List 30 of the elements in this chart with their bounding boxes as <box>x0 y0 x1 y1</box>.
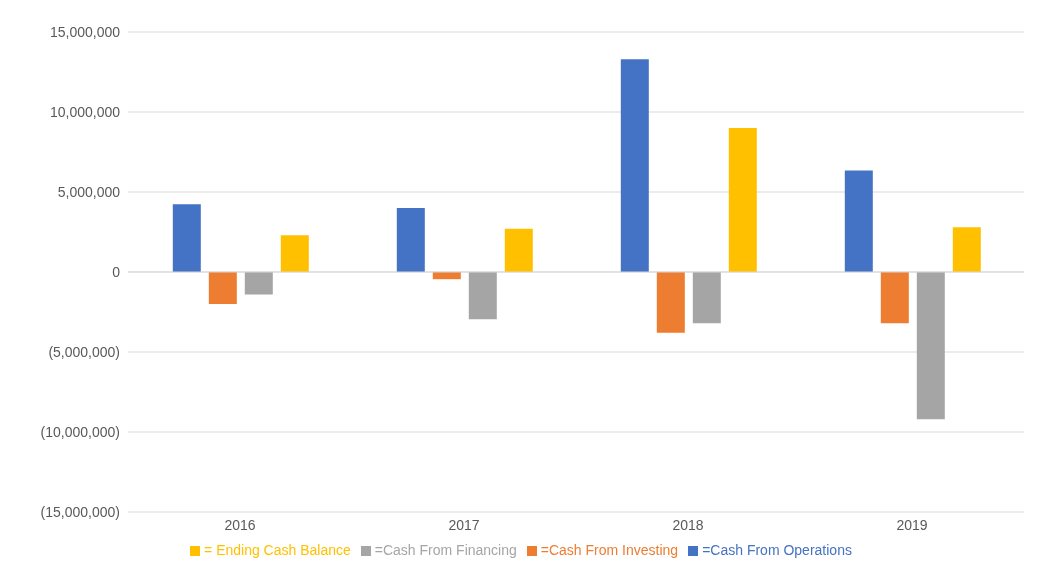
bar <box>656 272 685 333</box>
y-tick-label: (15,000,000) <box>40 503 120 520</box>
x-tick-label: 2018 <box>672 516 704 533</box>
bar <box>880 272 909 324</box>
x-tick-label: 2019 <box>896 516 928 533</box>
legend-label: = Ending Cash Balance <box>204 542 351 558</box>
legend-label: =Cash From Financing <box>374 542 517 558</box>
bar <box>692 272 721 324</box>
bar <box>172 204 201 272</box>
bar <box>280 235 309 272</box>
bar <box>728 128 757 272</box>
bar <box>620 59 649 272</box>
bar <box>396 208 425 272</box>
bar <box>244 272 273 295</box>
y-tick-label: 5,000,000 <box>57 183 121 200</box>
y-tick-label: 15,000,000 <box>49 23 121 40</box>
bar <box>844 170 873 272</box>
legend-label: =Cash From Investing <box>540 542 679 558</box>
y-tick-label: (10,000,000) <box>40 423 120 440</box>
x-tick-label: 2016 <box>224 516 256 533</box>
bar <box>916 272 945 420</box>
bar <box>504 228 533 272</box>
x-tick-label: 2017 <box>448 516 480 533</box>
y-tick-label: 10,000,000 <box>49 103 121 120</box>
y-tick-label: 0 <box>112 263 121 280</box>
bar <box>208 272 237 304</box>
y-tick-label: (5,000,000) <box>48 343 120 360</box>
bar <box>952 227 981 272</box>
legend-label: =Cash From Operations <box>702 542 852 558</box>
bar <box>468 272 497 320</box>
